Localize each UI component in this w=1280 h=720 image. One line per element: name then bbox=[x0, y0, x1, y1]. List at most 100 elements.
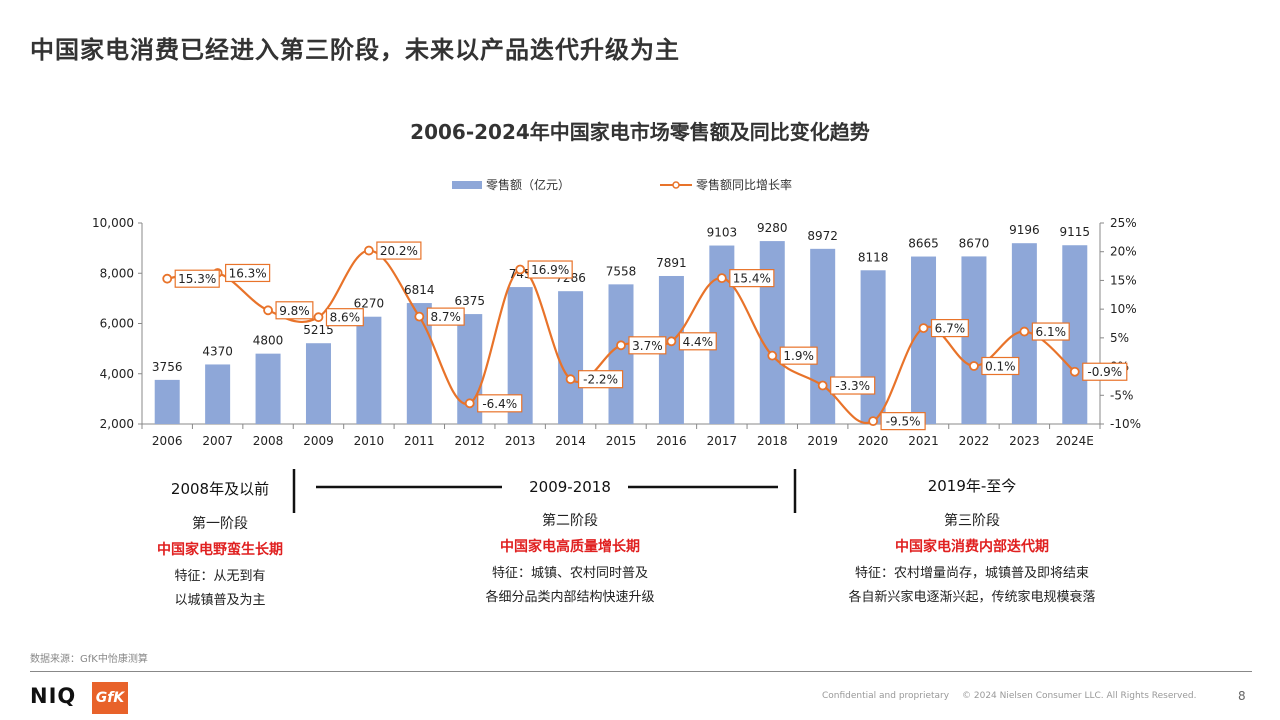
growth-rate-label: 16.3% bbox=[229, 266, 267, 280]
growth-rate-point bbox=[515, 264, 526, 275]
stage-3-theme: 中国家电消费内部迭代期 bbox=[895, 539, 1049, 555]
x-tick-label: 2018 bbox=[757, 434, 788, 448]
page-number: 8 bbox=[1238, 689, 1246, 703]
legend-label-line: 零售额同比增长率 bbox=[696, 177, 792, 192]
growth-rate-label-box bbox=[275, 301, 314, 320]
stage-1: 2008年及以前 第一阶段 中国家电野蛮生长期 特征：从无到有 以城镇普及为主 bbox=[130, 478, 310, 613]
growth-rate-label-box bbox=[174, 269, 220, 288]
stage-1-range: 2008年及以前 bbox=[170, 480, 270, 498]
growth-rate-label: 3.7% bbox=[632, 339, 663, 353]
bar bbox=[860, 270, 886, 424]
growth-rate-label: 6.1% bbox=[1036, 325, 1067, 339]
stage-1-desc-line-1: 特征：从无到有 bbox=[174, 569, 266, 584]
growth-rate-label: -3.3% bbox=[835, 379, 870, 393]
growth-rate-label: -6.4% bbox=[482, 397, 517, 411]
bar-value-label: 9115 bbox=[1060, 225, 1091, 239]
bar-value-label: 5215 bbox=[303, 323, 334, 337]
x-tick-label: 2013 bbox=[505, 434, 536, 448]
stage-3-desc: 特征：农村增量尚存，城镇普及即将结束 各自新兴家电逐渐兴起，传统家电规模衰落 bbox=[812, 562, 1132, 610]
growth-rate-point bbox=[616, 340, 626, 351]
legend-label-bar: 零售额（亿元） bbox=[486, 177, 570, 192]
confidential-note: Confidential and proprietary bbox=[822, 691, 950, 701]
bar bbox=[255, 353, 281, 424]
stage-1-name: 第一阶段 bbox=[192, 516, 248, 532]
bar-value-label: 9103 bbox=[707, 226, 738, 240]
x-tick-label: 2022 bbox=[959, 434, 990, 448]
growth-rate-point bbox=[868, 416, 879, 427]
page-title: 中国家电消费已经进入第三阶段，未来以产品迭代升级为主 bbox=[30, 36, 680, 64]
x-tick-label: 2019 bbox=[807, 434, 838, 448]
bar bbox=[961, 256, 987, 424]
bar bbox=[205, 364, 231, 424]
data-source: 数据来源：GfK中怡康测算 bbox=[30, 654, 148, 665]
growth-rate-label-box bbox=[527, 260, 573, 279]
growth-rate-point bbox=[414, 311, 425, 322]
bar bbox=[558, 291, 584, 424]
growth-rate-point bbox=[565, 374, 576, 385]
growth-rate-label: 0.1% bbox=[985, 359, 1016, 373]
gfk-logo: GfK bbox=[92, 682, 128, 714]
y-tick-label-left: 2,000 bbox=[100, 417, 134, 431]
growth-rate-label: 4.4% bbox=[683, 335, 714, 349]
x-tick-label: 2006 bbox=[152, 434, 183, 448]
bar-value-label: 8665 bbox=[908, 237, 939, 251]
copyright-note: © 2024 Nielsen Consumer LLC. All Rights … bbox=[962, 691, 1197, 701]
growth-rate-label: -9.5% bbox=[886, 415, 921, 429]
growth-rate-point bbox=[162, 273, 173, 284]
x-tick-label: 2023 bbox=[1009, 434, 1040, 448]
bar-value-label: 4800 bbox=[253, 334, 284, 348]
growth-rate-label-box bbox=[830, 376, 876, 395]
x-tick-label: 2020 bbox=[858, 434, 889, 448]
stage-3: 2019年-至今 第三阶段 中国家电消费内部迭代期 特征：农村增量尚存，城镇普及… bbox=[812, 475, 1132, 610]
bar-value-label: 8972 bbox=[807, 229, 838, 243]
growth-rate-label-box bbox=[880, 412, 926, 431]
chart-title: 2006-2024年中国家电市场零售额及同比变化趋势 bbox=[410, 120, 870, 144]
growth-rate-label: 20.2% bbox=[380, 244, 418, 258]
x-tick-label: 2015 bbox=[606, 434, 637, 448]
retail-sales-chart: 零售额（亿元） 零售额同比增长率 10,000 8,000 6,000 4,000 2,00… bbox=[92, 177, 1141, 448]
bar-value-label: 7558 bbox=[606, 264, 637, 278]
growth-rate-label: 9.8% bbox=[279, 304, 310, 318]
stage-3-desc-line-1: 特征：农村增量尚存，城镇普及即将结束 bbox=[854, 566, 1089, 581]
bar-value-label: 8670 bbox=[959, 236, 990, 250]
growth-rate-point bbox=[969, 361, 979, 371]
stage-2-desc: 特征：城镇、农村同时普及 各细分品类内部结构快速升级 bbox=[440, 562, 700, 610]
growth-rate-point bbox=[666, 336, 677, 347]
growth-rate-label: 15.3% bbox=[178, 272, 216, 286]
bar bbox=[759, 241, 785, 424]
bar-value-label: 6270 bbox=[354, 297, 385, 311]
stage-2-desc-line-2: 各细分品类内部结构快速升级 bbox=[485, 590, 655, 605]
niq-logo: NIQ bbox=[30, 684, 77, 708]
growth-rate-label: 16.9% bbox=[531, 263, 569, 277]
growth-rate-point bbox=[817, 380, 828, 391]
bar bbox=[154, 379, 180, 424]
growth-rate-label-box bbox=[779, 346, 818, 365]
growth-rate-label: -2.2% bbox=[583, 373, 618, 387]
x-tick-label: 2011 bbox=[404, 434, 435, 448]
bar-value-label: 7891 bbox=[656, 256, 687, 270]
y-tick-label-right: 20% bbox=[1110, 245, 1137, 259]
stage-2-name: 第二阶段 bbox=[542, 513, 598, 529]
growth-rate-label: 8.7% bbox=[430, 310, 461, 324]
y-tick-label-right: -5% bbox=[1110, 388, 1133, 402]
bar-value-label: 6814 bbox=[404, 283, 435, 297]
stage-2-range: 2009-2018 bbox=[529, 478, 611, 496]
x-tick-label: 2007 bbox=[202, 434, 233, 448]
growth-rate-label-box bbox=[1031, 322, 1070, 341]
x-tick-label: 2008 bbox=[253, 434, 284, 448]
growth-rate-point bbox=[313, 312, 324, 323]
bar bbox=[911, 256, 937, 424]
bar bbox=[356, 316, 382, 424]
growth-rate-label-box bbox=[376, 241, 422, 260]
growth-rate-label: 6.7% bbox=[935, 322, 966, 336]
growth-rate-point bbox=[767, 350, 778, 361]
x-tick-label: 2009 bbox=[303, 434, 334, 448]
bar-value-label: 4370 bbox=[202, 344, 233, 358]
x-tick-label: 2016 bbox=[656, 434, 687, 448]
growth-rate-point bbox=[464, 398, 475, 409]
x-tick-label: 2010 bbox=[354, 434, 385, 448]
legend-swatch-bar bbox=[452, 181, 482, 189]
growth-rate-point bbox=[263, 305, 273, 316]
y-tick-label-right: -10% bbox=[1110, 417, 1141, 431]
stage-3-name: 第三阶段 bbox=[944, 513, 1000, 529]
